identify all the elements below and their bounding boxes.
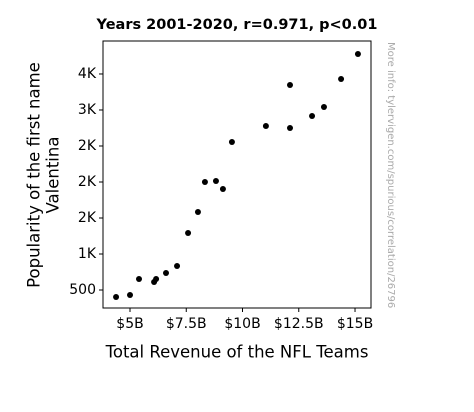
- point: [113, 293, 120, 300]
- point: [212, 177, 219, 184]
- y-tick-label: 500: [69, 282, 96, 298]
- point: [286, 81, 293, 88]
- point: [338, 75, 345, 82]
- y-tick-label: 3K: [78, 102, 97, 118]
- point: [127, 291, 134, 298]
- source-note: More info: tylervigen.com/spurious/corre…: [385, 42, 396, 308]
- point: [262, 122, 269, 129]
- x-axis-label: Total Revenue of the NFL Teams: [105, 343, 369, 362]
- point: [286, 124, 293, 131]
- y-tick-label: 2K: [78, 210, 97, 226]
- y-axis-label: Popularity of the first name: [25, 62, 44, 288]
- chart-title: Years 2001-2020, r=0.971, p<0.01: [96, 17, 378, 33]
- y-tick-label: 2K: [78, 138, 97, 154]
- point: [219, 185, 226, 192]
- point: [320, 103, 327, 110]
- point: [185, 229, 192, 236]
- y-tick-label: 4K: [78, 66, 97, 82]
- y-tick-label: 1K: [78, 246, 97, 262]
- point: [309, 112, 316, 119]
- point: [136, 275, 143, 282]
- x-tick-label: $15B: [337, 316, 373, 332]
- point: [201, 178, 208, 185]
- point: [153, 275, 160, 282]
- point: [228, 138, 235, 145]
- x-tick-label: $12.5B: [274, 316, 324, 332]
- point: [163, 270, 170, 277]
- x-tick-label: $10B: [224, 316, 260, 332]
- point: [194, 209, 201, 216]
- y-tick-label: 2K: [78, 174, 97, 190]
- x-tick-label: $5B: [116, 316, 143, 332]
- y-axis-label: Valentina: [44, 137, 63, 214]
- x-tick-label: $7.5B: [166, 316, 207, 332]
- plot-frame: [102, 40, 372, 309]
- point: [354, 50, 361, 57]
- point: [174, 263, 181, 270]
